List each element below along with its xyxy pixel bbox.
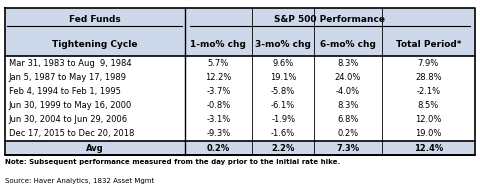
Text: Total Period*: Total Period* (396, 40, 461, 49)
Text: 8.5%: 8.5% (418, 101, 439, 110)
Text: -6.1%: -6.1% (271, 101, 295, 110)
Text: 1-mo% chg: 1-mo% chg (191, 40, 246, 49)
Text: Mar 31, 1983 to Aug  9, 1984: Mar 31, 1983 to Aug 9, 1984 (9, 59, 131, 68)
Text: 9.6%: 9.6% (273, 59, 294, 68)
Text: S&P 500 Performance: S&P 500 Performance (275, 15, 385, 24)
Text: Jun 30, 2004 to Jun 29, 2006: Jun 30, 2004 to Jun 29, 2006 (9, 115, 128, 124)
Text: 7.3%: 7.3% (336, 144, 360, 153)
Text: Jan 5, 1987 to May 17, 1989: Jan 5, 1987 to May 17, 1989 (9, 73, 127, 82)
Text: 0.2%: 0.2% (207, 144, 230, 153)
Text: 8.3%: 8.3% (337, 101, 359, 110)
Text: Note: Subsequent performance measured from the day prior to the initial rate hik: Note: Subsequent performance measured fr… (5, 159, 340, 165)
Text: -0.8%: -0.8% (206, 101, 230, 110)
Text: -1.6%: -1.6% (271, 130, 295, 139)
FancyBboxPatch shape (5, 8, 475, 56)
Text: 2.2%: 2.2% (272, 144, 295, 153)
Text: 19.0%: 19.0% (415, 130, 442, 139)
Text: Jun 30, 1999 to May 16, 2000: Jun 30, 1999 to May 16, 2000 (9, 101, 132, 110)
Text: 7.9%: 7.9% (418, 59, 439, 68)
Text: 24.0%: 24.0% (335, 73, 361, 82)
Text: 6.8%: 6.8% (337, 115, 359, 124)
Text: 8.3%: 8.3% (337, 59, 359, 68)
Text: Source: Haver Analytics, 1832 Asset Mgmt: Source: Haver Analytics, 1832 Asset Mgmt (5, 178, 154, 184)
FancyBboxPatch shape (5, 56, 475, 141)
Text: 28.8%: 28.8% (415, 73, 442, 82)
Text: Tightening Cycle: Tightening Cycle (52, 40, 138, 49)
Text: 5.7%: 5.7% (208, 59, 229, 68)
Text: -4.0%: -4.0% (336, 87, 360, 96)
Text: -1.9%: -1.9% (271, 115, 295, 124)
Text: 12.0%: 12.0% (415, 115, 442, 124)
Text: Avg: Avg (86, 144, 104, 153)
Text: Feb 4, 1994 to Feb 1, 1995: Feb 4, 1994 to Feb 1, 1995 (9, 87, 120, 96)
Text: Fed Funds: Fed Funds (69, 15, 120, 24)
Text: -2.1%: -2.1% (416, 87, 441, 96)
Text: 12.2%: 12.2% (205, 73, 231, 82)
Text: 12.4%: 12.4% (414, 144, 443, 153)
Text: -3.1%: -3.1% (206, 115, 230, 124)
Text: 6-mo% chg: 6-mo% chg (320, 40, 376, 49)
Text: 0.2%: 0.2% (337, 130, 359, 139)
Text: Dec 17, 2015 to Dec 20, 2018: Dec 17, 2015 to Dec 20, 2018 (9, 130, 134, 139)
Text: -9.3%: -9.3% (206, 130, 230, 139)
FancyBboxPatch shape (5, 141, 475, 155)
Text: -5.8%: -5.8% (271, 87, 295, 96)
Text: 19.1%: 19.1% (270, 73, 296, 82)
Text: 3-mo% chg: 3-mo% chg (255, 40, 311, 49)
Text: -3.7%: -3.7% (206, 87, 230, 96)
